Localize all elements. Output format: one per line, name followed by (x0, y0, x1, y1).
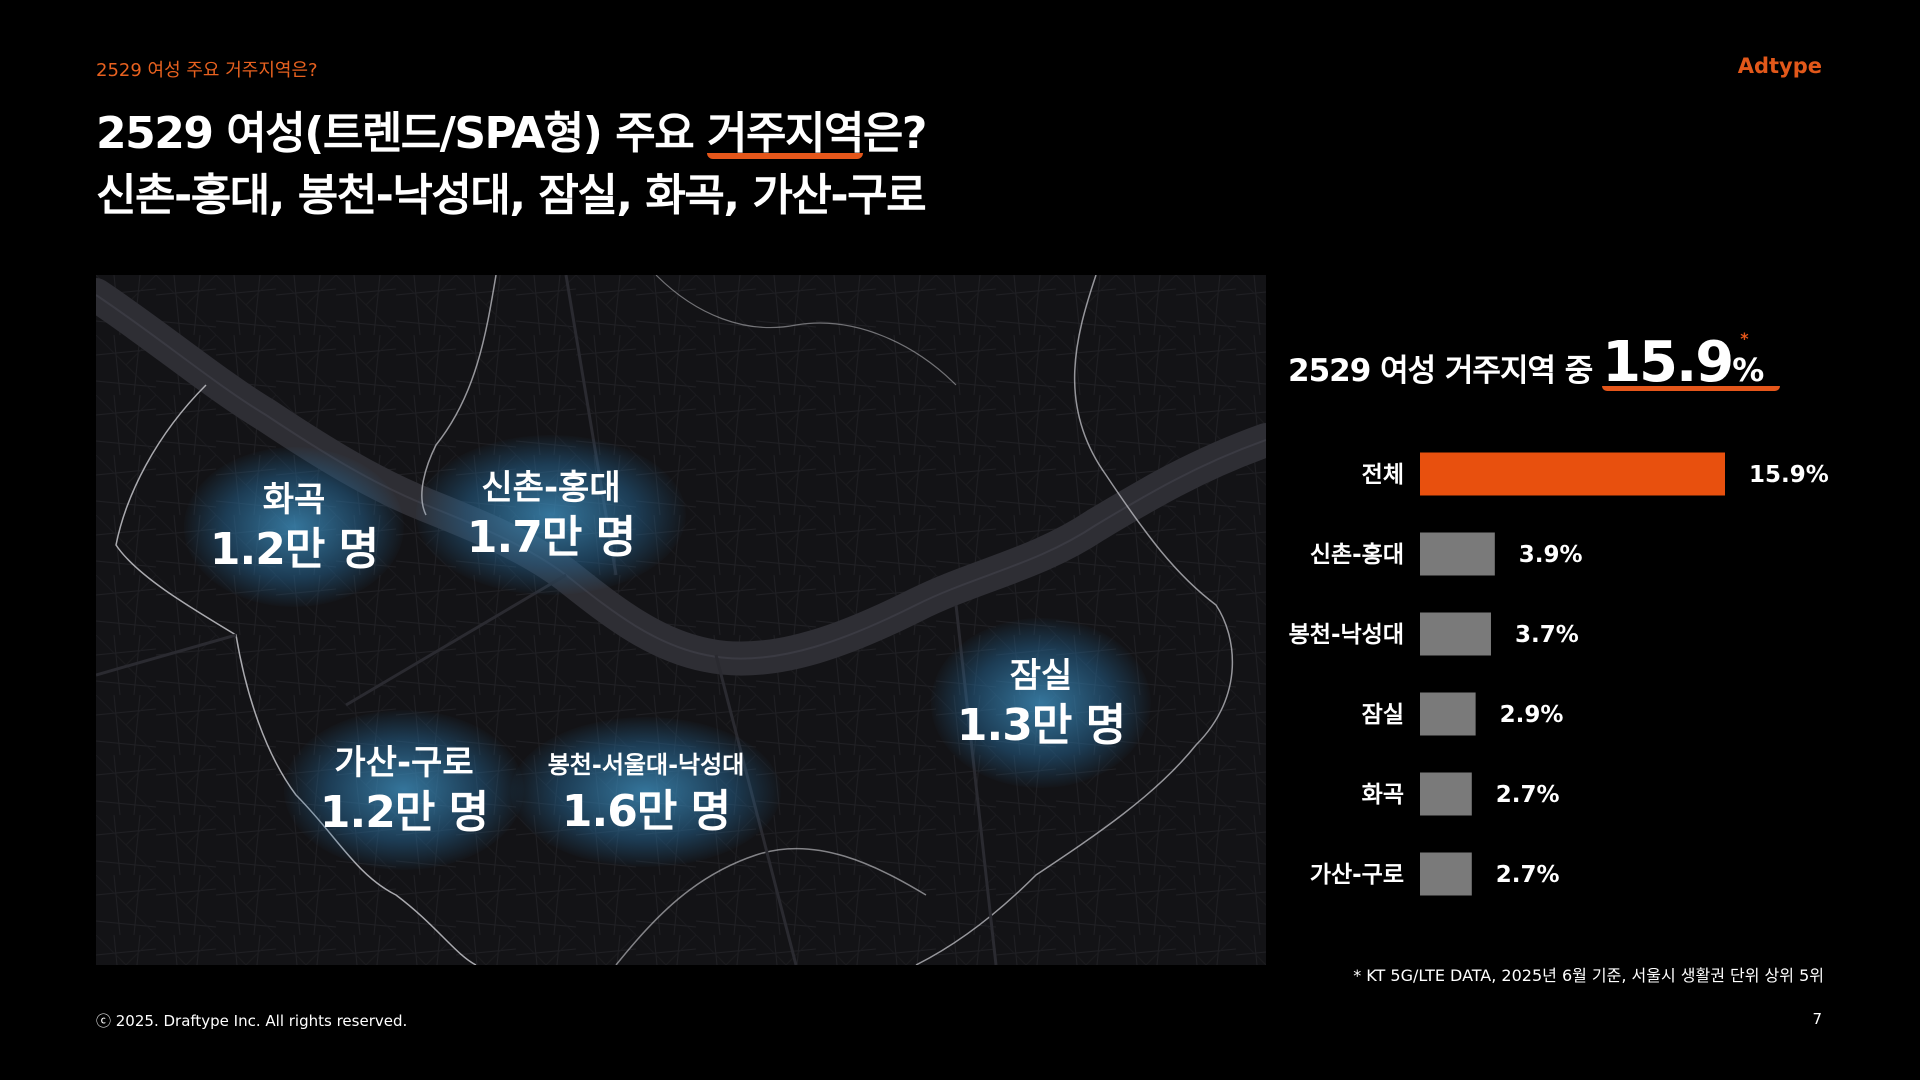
map-label-glow (415, 435, 686, 595)
map-label-count: 1.2만 명 (319, 787, 489, 838)
region-bar-chart: 전체 15.9% 신촌-홍대 3.9% 봉천-낙성대 3.7% 잠실 2.9% 화곡 2.7% 가산… (1289, 452, 1829, 896)
map-label-hwagok: 화곡 1.2만 명 (183, 447, 404, 607)
map-label-count: 1.7만 명 (466, 512, 636, 563)
map-label-count: 1.3만 명 (956, 700, 1126, 751)
map-label-name: 가산-구로 (334, 743, 474, 783)
bar-category-label: 가산-구로 (1310, 862, 1404, 888)
bar-value-label: 2.7% (1496, 782, 1560, 808)
bar-category-label: 화곡 (1362, 782, 1404, 808)
bar-category-label: 잠실 (1362, 702, 1404, 728)
title-line-1: 2529 여성(트렌드/SPA형) 주요 거주지역은? (96, 103, 928, 165)
brand-logo: Adtype (1737, 54, 1822, 78)
source-note: * KT 5G/LTE DATA, 2025년 6월 기준, 서울시 생활권 단… (1353, 966, 1824, 985)
bar (1420, 852, 1472, 896)
map-label-name: 화곡 (262, 480, 326, 520)
district-boundary (115, 384, 477, 965)
title-line-1-post: 은? (862, 108, 928, 159)
map-label-glow (511, 717, 781, 867)
stat-unit: *% (1732, 329, 1764, 389)
stat-unit-text: % (1732, 351, 1764, 389)
bar-value-label: 2.7% (1496, 862, 1560, 888)
map-background (96, 275, 1266, 965)
bar (1420, 772, 1472, 816)
bar-category-label: 전체 (1362, 462, 1404, 488)
bar-category-label: 봉천-낙성대 (1289, 622, 1404, 648)
bar (1420, 692, 1476, 736)
bar (1420, 452, 1725, 496)
map-label-glow (930, 618, 1151, 788)
map-label-name: 잠실 (1009, 656, 1073, 696)
map-label-glow (183, 447, 404, 607)
title-highlight: 거주지역 (707, 103, 864, 165)
title-line-1-pre: 2529 여성(트렌드/SPA형) 주요 (96, 108, 707, 159)
kicker-text: 2529 여성 주요 거주지역은? (96, 60, 318, 81)
map-label-name: 봉천-서울대-낙성대 (547, 751, 745, 779)
map-label-count: 1.2만 명 (209, 524, 379, 575)
bar (1420, 532, 1495, 576)
map-label-sinchon-hongdae: 신촌-홍대 1.7만 명 (415, 435, 686, 595)
seoul-map: 화곡 1.2만 명 신촌-홍대 1.7만 명 잠실 1.3만 명 가산-구로 1… (96, 275, 1266, 965)
bar-category-label: 신촌-홍대 (1310, 542, 1404, 568)
page-number: 7 (1812, 1010, 1822, 1028)
stat-number-value: 15.9 (1602, 330, 1734, 395)
map-label-gasan-guro: 가산-구로 1.2만 명 (283, 710, 524, 870)
map-label-jamsil: 잠실 1.3만 명 (930, 618, 1151, 788)
bar (1420, 612, 1491, 656)
map-label-count: 1.6만 명 (561, 786, 731, 837)
stat-number: 15.9 *% (1602, 329, 1781, 395)
bar-value-label: 15.9% (1749, 462, 1829, 488)
map-label-bongcheon: 봉천-서울대-낙성대 1.6만 명 (511, 717, 781, 867)
bar-value-label: 2.9% (1500, 702, 1564, 728)
bar-value-label: 3.7% (1515, 622, 1579, 648)
copyright-text: ⓒ 2025. Draftype Inc. All rights reserve… (96, 1012, 408, 1030)
stat-asterisk: * (1740, 329, 1749, 348)
bar-value-label: 3.9% (1519, 542, 1583, 568)
title-line-2: 신촌-홍대, 봉천-낙성대, 잠실, 화곡, 가산-구로 (96, 170, 927, 221)
map-label-name: 신촌-홍대 (481, 468, 621, 508)
page-title: 2529 여성(트렌드/SPA형) 주요 거주지역은? 신촌-홍대, 봉천-낙성… (96, 103, 928, 227)
stat-headline: 2529 여성 거주지역 중 15.9 *% (1288, 329, 1781, 395)
map-label-glow (283, 710, 524, 870)
stat-prefix: 2529 여성 거주지역 중 (1288, 353, 1593, 389)
